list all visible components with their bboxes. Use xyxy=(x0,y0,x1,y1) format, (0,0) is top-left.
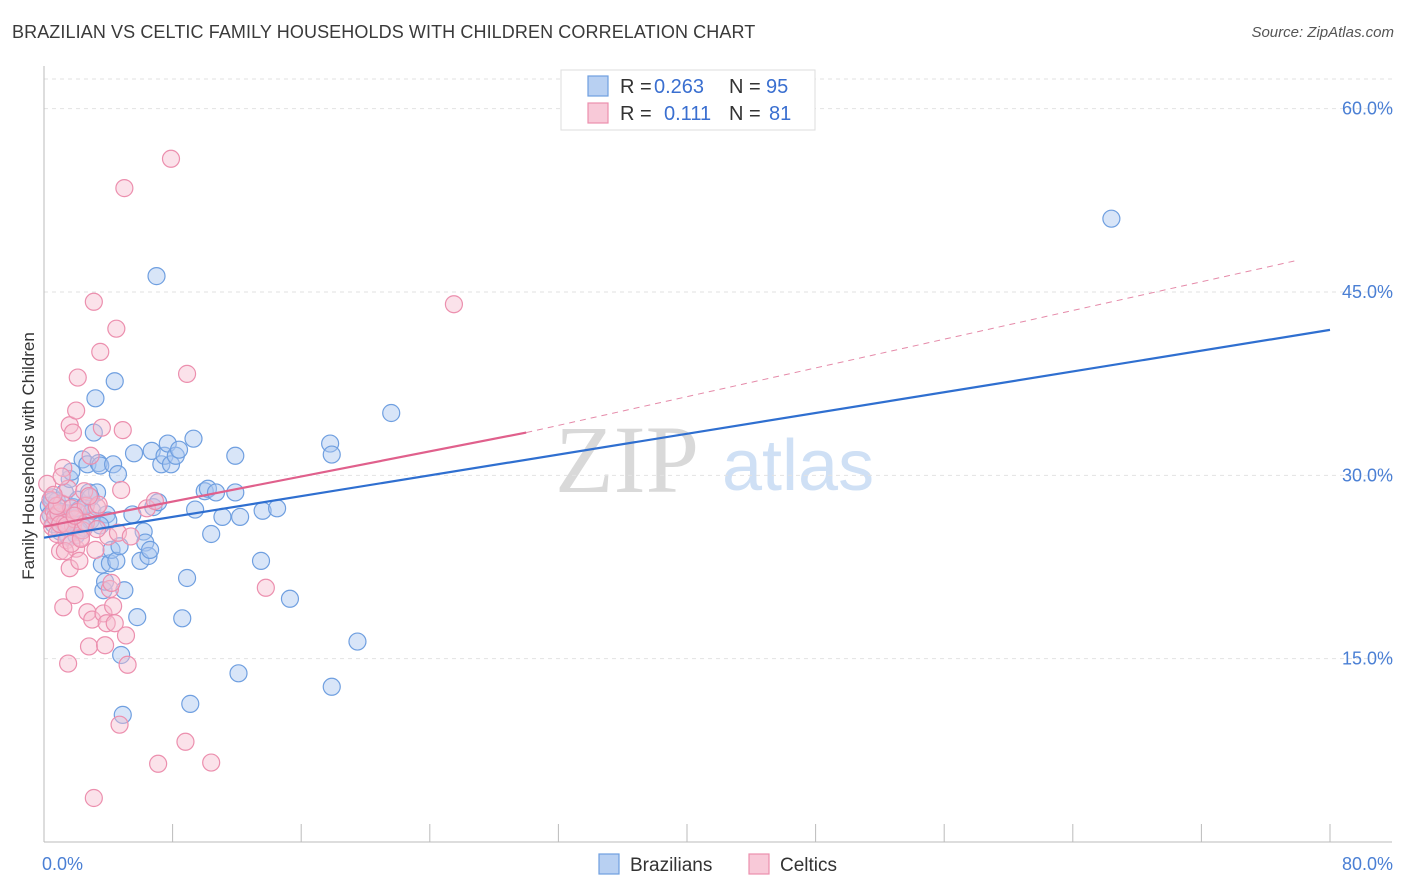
brazilians-point-41 xyxy=(106,373,123,390)
celtics-point-36 xyxy=(85,293,102,310)
celtics-point-37 xyxy=(87,541,104,558)
bottom-legend-label-brazilians: Brazilians xyxy=(630,855,712,876)
celtics-point-57 xyxy=(119,656,136,673)
brazilians-point-88 xyxy=(383,405,400,422)
celtics-point-20 xyxy=(53,468,70,485)
brazilians-point-49 xyxy=(126,445,143,462)
legend-n-value-brazilians: 95 xyxy=(766,76,788,98)
y-tick-label-0: 15.0% xyxy=(1342,649,1393,669)
brazilians-point-78 xyxy=(230,665,247,682)
watermark-zip: ZIP xyxy=(555,406,699,513)
celtics-point-40 xyxy=(92,343,109,360)
brazilians-point-50 xyxy=(129,609,146,626)
brazilians-point-80 xyxy=(253,552,270,569)
celtics-point-65 xyxy=(203,754,220,771)
brazilians-point-87 xyxy=(349,633,366,650)
celtics-point-55 xyxy=(116,180,133,197)
celtics-point-48 xyxy=(105,598,122,615)
axes xyxy=(44,66,1392,842)
x-tick-label-1: 80.0% xyxy=(1342,854,1393,874)
legend-swatch-celtics xyxy=(588,103,608,123)
stats-legend: R = 0.263 N = 95 R = 0.111 N = 81 xyxy=(561,70,815,130)
tick-labels: 15.0% 30.0% 45.0% 60.0% 0.0% 80.0% xyxy=(42,99,1393,874)
y-tick-label-3: 60.0% xyxy=(1342,99,1393,119)
legend-n-label-celtics: N = xyxy=(729,103,761,125)
celtics-point-26 xyxy=(66,587,83,604)
celtics-point-78 xyxy=(45,486,62,503)
brazilians-point-85 xyxy=(323,678,340,695)
celtics-point-50 xyxy=(108,320,125,337)
celtics-point-43 xyxy=(97,637,114,654)
y-tick-label-2: 45.0% xyxy=(1342,282,1393,302)
celtics-point-53 xyxy=(113,482,130,499)
brazilians-point-43 xyxy=(109,466,126,483)
celtics-point-66 xyxy=(257,579,274,596)
celtics-point-27 xyxy=(68,402,85,419)
celtics-point-23 xyxy=(60,655,77,672)
legend-r-value-celtics: 0.111 xyxy=(664,103,711,125)
brazilians-point-73 xyxy=(203,526,220,543)
y-tick-label-1: 30.0% xyxy=(1342,465,1393,485)
legend-r-label-brazilians: R = xyxy=(620,76,652,98)
celtics-point-70 xyxy=(71,552,88,569)
celtics-point-52 xyxy=(111,716,128,733)
celtics-point-28 xyxy=(69,369,86,386)
brazilians-point-89 xyxy=(1103,210,1120,227)
brazilians-point-75 xyxy=(214,508,231,525)
celtics-point-58 xyxy=(122,528,139,545)
brazilians-point-79 xyxy=(232,508,249,525)
scatter-chart: ZIP atlas 15.0%30.0%45.0%60.0%0.0% 80.0% … xyxy=(0,0,1406,892)
celtics-point-61 xyxy=(150,755,167,772)
bottom-legend-swatch-celtics xyxy=(749,854,769,874)
celtics-point-67 xyxy=(445,296,462,313)
legend-n-value-celtics: 81 xyxy=(769,103,791,125)
brazilians-point-76 xyxy=(227,447,244,464)
celtics-point-54 xyxy=(114,422,131,439)
legend-r-value-brazilians: 0.263 xyxy=(654,76,704,98)
bottom-legend-swatch-brazilians xyxy=(599,854,619,874)
series-legend: Brazilians Celtics xyxy=(599,854,837,876)
brazilians-point-55 xyxy=(142,541,159,558)
brazilians-point-29 xyxy=(87,390,104,407)
celtics-point-33 xyxy=(81,638,98,655)
celtics-point-56 xyxy=(117,627,134,644)
celtics-point-47 xyxy=(103,574,120,591)
celtics-point-34 xyxy=(82,447,99,464)
brazilians-point-65 xyxy=(171,441,188,458)
legend-r-label-celtics: R = xyxy=(620,103,652,125)
celtics-point-62 xyxy=(162,150,179,167)
celtics-point-25 xyxy=(64,424,81,441)
brazilians-point-68 xyxy=(182,695,199,712)
celtics-point-41 xyxy=(93,419,110,436)
grid-lines xyxy=(44,79,1392,659)
brazilians-point-70 xyxy=(187,501,204,518)
legend-swatch-brazilians xyxy=(588,76,608,96)
celtics-point-68 xyxy=(85,790,102,807)
y-axis-title: Family Households with Children xyxy=(19,332,38,580)
x-tick-label-0: 0.0% xyxy=(42,854,83,874)
brazilians-point-67 xyxy=(179,570,196,587)
brazilians-point-66 xyxy=(174,610,191,627)
brazilians-point-82 xyxy=(269,500,286,517)
brazilians-point-77 xyxy=(227,484,244,501)
brazilians-point-83 xyxy=(281,590,298,607)
brazilians-point-42 xyxy=(108,552,125,569)
celtics-point-63 xyxy=(177,733,194,750)
celtics-point-76 xyxy=(81,488,98,505)
bottom-legend-label-celtics: Celtics xyxy=(780,855,837,876)
legend-n-label-brazilians: N = xyxy=(729,76,761,98)
brazilians-point-69 xyxy=(185,430,202,447)
watermark-atlas: atlas xyxy=(722,426,874,506)
brazilians-point-58 xyxy=(148,268,165,285)
celtics-point-64 xyxy=(179,365,196,382)
brazilians-point-86 xyxy=(323,446,340,463)
